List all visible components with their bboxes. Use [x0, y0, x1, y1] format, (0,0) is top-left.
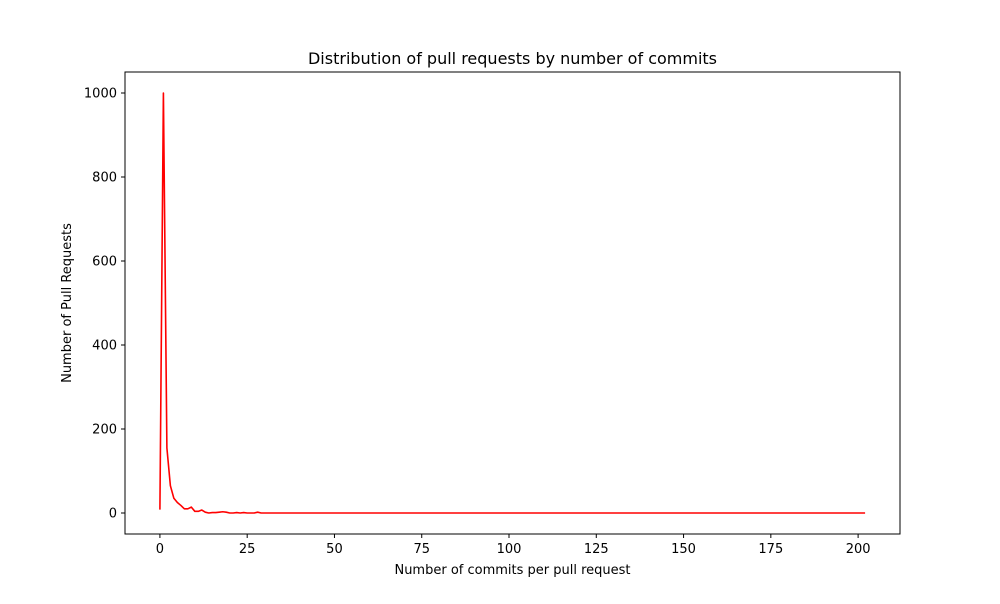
y-axis-label: Number of Pull Requests [60, 223, 75, 383]
plot-frame [124, 71, 901, 535]
x-tick-label: 100 [497, 542, 522, 557]
y-tick-label: 800 [92, 171, 117, 186]
plot-area [125, 72, 900, 534]
y-tick-label: 200 [92, 423, 117, 438]
x-tick-label: 0 [156, 542, 164, 557]
y-tick-label: 0 [109, 507, 117, 522]
x-tick-label: 150 [671, 542, 696, 557]
series-line [159, 92, 866, 514]
y-axis-ticks: 0 200 400 600 800 1000 [84, 87, 125, 522]
x-tick-label: 50 [326, 542, 343, 557]
x-tick-label: 25 [239, 542, 256, 557]
x-axis-label: Number of commits per pull request [394, 563, 630, 578]
x-tick-label: 200 [846, 542, 871, 557]
series-layer [159, 92, 866, 514]
y-tick-label: 600 [92, 255, 117, 270]
x-tick-label: 125 [584, 542, 609, 557]
x-axis-ticks: 0 25 50 75 100 125 150 175 200 [156, 534, 871, 557]
x-tick-label: 75 [413, 542, 430, 557]
y-tick-label: 1000 [84, 87, 117, 102]
x-tick-label: 175 [758, 542, 783, 557]
chart-title: Distribution of pull requests by number … [308, 49, 717, 68]
y-tick-label: 400 [92, 339, 117, 354]
